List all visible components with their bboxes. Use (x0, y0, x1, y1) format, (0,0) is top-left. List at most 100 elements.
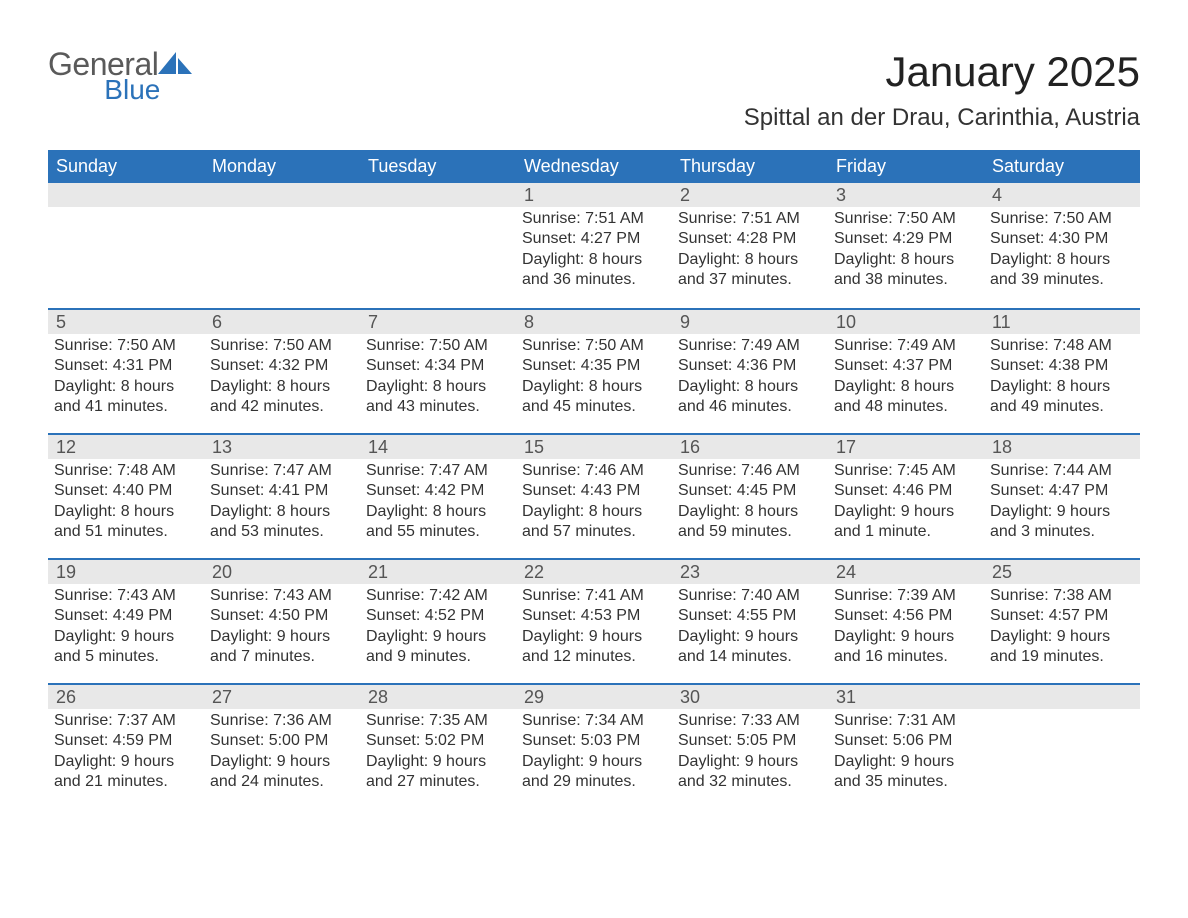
day-daylight1: Daylight: 9 hours (366, 627, 510, 647)
day-daylight2: and 7 minutes. (210, 647, 354, 667)
day-cell (48, 183, 204, 308)
day-sunrise: Sunrise: 7:46 AM (522, 461, 666, 481)
day-cell: 20Sunrise: 7:43 AMSunset: 4:50 PMDayligh… (204, 560, 360, 683)
day-daylight1: Daylight: 9 hours (366, 752, 510, 772)
day-number: 22 (516, 560, 672, 584)
day-daylight1: Daylight: 9 hours (54, 752, 198, 772)
day-cell: 18Sunrise: 7:44 AMSunset: 4:47 PMDayligh… (984, 435, 1140, 558)
day-sunrise: Sunrise: 7:46 AM (678, 461, 822, 481)
day-daylight2: and 57 minutes. (522, 522, 666, 542)
day-sunset: Sunset: 4:36 PM (678, 356, 822, 376)
day-number: 26 (48, 685, 204, 709)
day-sunset: Sunset: 4:40 PM (54, 481, 198, 501)
day-cell: 3Sunrise: 7:50 AMSunset: 4:29 PMDaylight… (828, 183, 984, 308)
day-cell: 22Sunrise: 7:41 AMSunset: 4:53 PMDayligh… (516, 560, 672, 683)
day-sunset: Sunset: 4:59 PM (54, 731, 198, 751)
day-daylight1: Daylight: 8 hours (834, 377, 978, 397)
day-sunset: Sunset: 4:56 PM (834, 606, 978, 626)
day-sunrise: Sunrise: 7:47 AM (210, 461, 354, 481)
day-body: Sunrise: 7:43 AMSunset: 4:50 PMDaylight:… (204, 584, 360, 674)
day-daylight2: and 21 minutes. (54, 772, 198, 792)
day-sunrise: Sunrise: 7:35 AM (366, 711, 510, 731)
day-body: Sunrise: 7:51 AMSunset: 4:27 PMDaylight:… (516, 207, 672, 297)
day-daylight2: and 12 minutes. (522, 647, 666, 667)
day-number: 30 (672, 685, 828, 709)
day-sunrise: Sunrise: 7:43 AM (210, 586, 354, 606)
day-empty (360, 183, 516, 207)
day-sunset: Sunset: 4:28 PM (678, 229, 822, 249)
day-sunrise: Sunrise: 7:42 AM (366, 586, 510, 606)
day-daylight2: and 5 minutes. (54, 647, 198, 667)
day-sunset: Sunset: 4:53 PM (522, 606, 666, 626)
day-daylight2: and 45 minutes. (522, 397, 666, 417)
day-sunset: Sunset: 4:46 PM (834, 481, 978, 501)
day-body: Sunrise: 7:50 AMSunset: 4:32 PMDaylight:… (204, 334, 360, 424)
day-cell: 10Sunrise: 7:49 AMSunset: 4:37 PMDayligh… (828, 310, 984, 433)
brand-name-bottom: Blue (104, 76, 160, 104)
day-number: 15 (516, 435, 672, 459)
day-body: Sunrise: 7:49 AMSunset: 4:36 PMDaylight:… (672, 334, 828, 424)
day-sunrise: Sunrise: 7:47 AM (366, 461, 510, 481)
day-body: Sunrise: 7:50 AMSunset: 4:34 PMDaylight:… (360, 334, 516, 424)
day-daylight2: and 41 minutes. (54, 397, 198, 417)
day-body: Sunrise: 7:50 AMSunset: 4:35 PMDaylight:… (516, 334, 672, 424)
day-body: Sunrise: 7:46 AMSunset: 4:45 PMDaylight:… (672, 459, 828, 549)
day-body: Sunrise: 7:36 AMSunset: 5:00 PMDaylight:… (204, 709, 360, 799)
day-daylight1: Daylight: 8 hours (990, 377, 1134, 397)
day-sunset: Sunset: 4:38 PM (990, 356, 1134, 376)
day-number: 17 (828, 435, 984, 459)
day-daylight1: Daylight: 8 hours (678, 250, 822, 270)
day-body: Sunrise: 7:43 AMSunset: 4:49 PMDaylight:… (48, 584, 204, 674)
day-sunrise: Sunrise: 7:45 AM (834, 461, 978, 481)
day-sunrise: Sunrise: 7:49 AM (678, 336, 822, 356)
brand-sail-icon (158, 52, 194, 85)
day-sunset: Sunset: 5:05 PM (678, 731, 822, 751)
day-body: Sunrise: 7:37 AMSunset: 4:59 PMDaylight:… (48, 709, 204, 799)
week-row: 5Sunrise: 7:50 AMSunset: 4:31 PMDaylight… (48, 308, 1140, 433)
day-cell: 14Sunrise: 7:47 AMSunset: 4:42 PMDayligh… (360, 435, 516, 558)
day-body: Sunrise: 7:45 AMSunset: 4:46 PMDaylight:… (828, 459, 984, 549)
day-sunset: Sunset: 5:02 PM (366, 731, 510, 751)
day-daylight1: Daylight: 9 hours (834, 627, 978, 647)
day-cell: 24Sunrise: 7:39 AMSunset: 4:56 PMDayligh… (828, 560, 984, 683)
day-number: 2 (672, 183, 828, 207)
day-daylight2: and 3 minutes. (990, 522, 1134, 542)
day-daylight2: and 49 minutes. (990, 397, 1134, 417)
week-row: 12Sunrise: 7:48 AMSunset: 4:40 PMDayligh… (48, 433, 1140, 558)
day-body: Sunrise: 7:31 AMSunset: 5:06 PMDaylight:… (828, 709, 984, 799)
day-number: 11 (984, 310, 1140, 334)
day-sunset: Sunset: 4:47 PM (990, 481, 1134, 501)
day-body: Sunrise: 7:44 AMSunset: 4:47 PMDaylight:… (984, 459, 1140, 549)
day-body: Sunrise: 7:39 AMSunset: 4:56 PMDaylight:… (828, 584, 984, 674)
day-cell (360, 183, 516, 308)
day-daylight2: and 32 minutes. (678, 772, 822, 792)
day-sunset: Sunset: 4:34 PM (366, 356, 510, 376)
day-daylight1: Daylight: 8 hours (990, 250, 1134, 270)
day-sunset: Sunset: 4:50 PM (210, 606, 354, 626)
day-number: 10 (828, 310, 984, 334)
day-cell: 5Sunrise: 7:50 AMSunset: 4:31 PMDaylight… (48, 310, 204, 433)
day-cell: 4Sunrise: 7:50 AMSunset: 4:30 PMDaylight… (984, 183, 1140, 308)
weekday-header: Monday (204, 150, 360, 183)
day-daylight2: and 35 minutes. (834, 772, 978, 792)
calendar-table: Sunday Monday Tuesday Wednesday Thursday… (48, 150, 1140, 808)
day-daylight1: Daylight: 8 hours (54, 502, 198, 522)
day-sunrise: Sunrise: 7:48 AM (990, 336, 1134, 356)
day-number: 20 (204, 560, 360, 584)
day-number: 12 (48, 435, 204, 459)
day-sunrise: Sunrise: 7:50 AM (990, 209, 1134, 229)
day-daylight1: Daylight: 8 hours (678, 377, 822, 397)
day-number: 29 (516, 685, 672, 709)
weekday-header: Thursday (672, 150, 828, 183)
day-sunrise: Sunrise: 7:40 AM (678, 586, 822, 606)
day-body: Sunrise: 7:42 AMSunset: 4:52 PMDaylight:… (360, 584, 516, 674)
day-number: 6 (204, 310, 360, 334)
day-body: Sunrise: 7:47 AMSunset: 4:41 PMDaylight:… (204, 459, 360, 549)
day-cell: 25Sunrise: 7:38 AMSunset: 4:57 PMDayligh… (984, 560, 1140, 683)
day-number: 14 (360, 435, 516, 459)
day-sunrise: Sunrise: 7:43 AM (54, 586, 198, 606)
week-row: 19Sunrise: 7:43 AMSunset: 4:49 PMDayligh… (48, 558, 1140, 683)
day-sunrise: Sunrise: 7:48 AM (54, 461, 198, 481)
day-number: 18 (984, 435, 1140, 459)
day-sunrise: Sunrise: 7:34 AM (522, 711, 666, 731)
